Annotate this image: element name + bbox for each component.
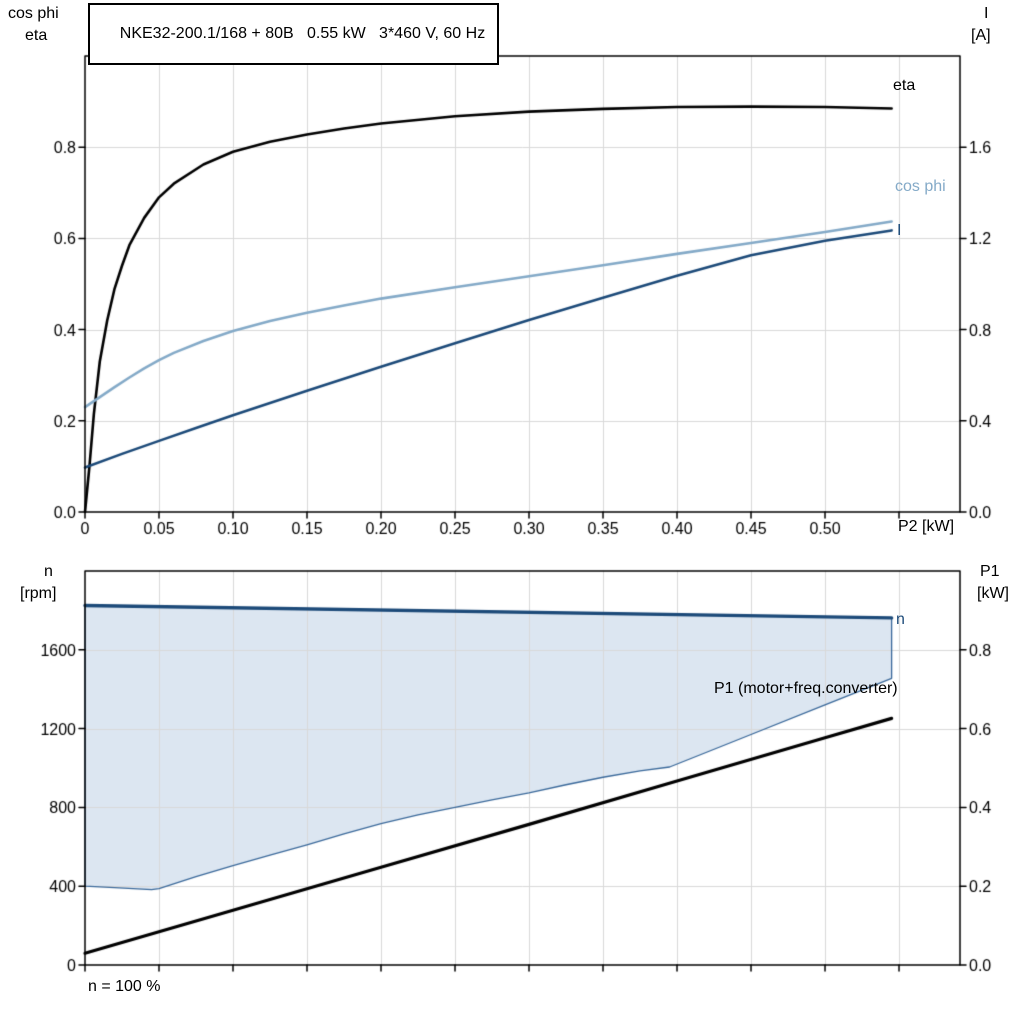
curve-label-current: I xyxy=(897,222,902,239)
x-axis-label-p2: P2 [kW] xyxy=(898,518,955,535)
curve-label-n: n xyxy=(896,611,905,628)
right-axis-title-current: I xyxy=(984,5,989,22)
curve-label-cosphi: cos phi xyxy=(895,178,946,195)
right-axis-title-p1: P1 xyxy=(980,563,1000,580)
curve-label-eta: eta xyxy=(893,77,916,94)
footnote-speed: n = 100 % xyxy=(88,978,161,995)
right-axis-unit-kw: [kW] xyxy=(977,585,1009,602)
chart-title: NKE32-200.1/168 + 80B 0.55 kW 3*460 V, 6… xyxy=(119,25,486,42)
left-axis-unit-rpm: [rpm] xyxy=(20,585,57,602)
title-box: NKE32-200.1/168 + 80B 0.55 kW 3*460 V, 6… xyxy=(88,3,500,65)
left-axis-title-n: n xyxy=(44,563,53,580)
right-axis-unit-amps: [A] xyxy=(971,27,991,44)
curve-label-p1: P1 (motor+freq.converter) xyxy=(714,680,898,697)
left-axis-title-cosphi: cos phi xyxy=(8,5,59,22)
left-axis-title-eta: eta xyxy=(25,27,48,44)
